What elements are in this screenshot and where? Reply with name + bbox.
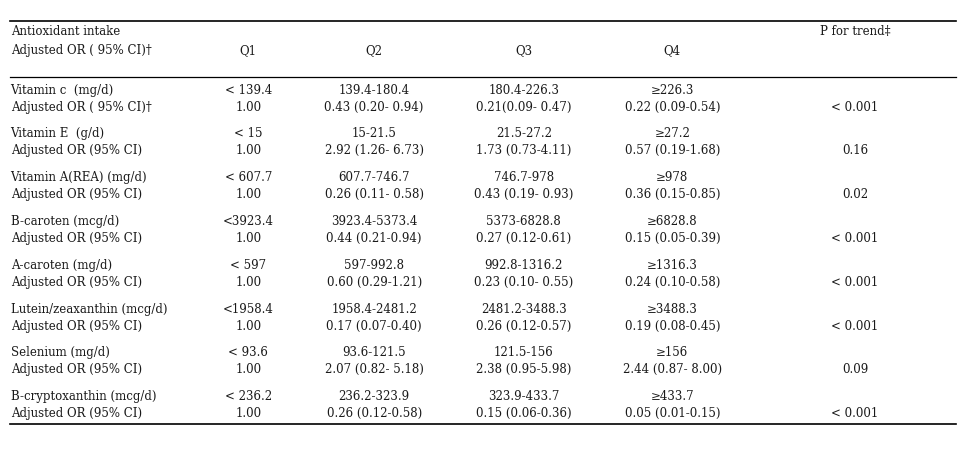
Text: <3923.4: <3923.4 (223, 215, 273, 228)
Text: 0.57 (0.19-1.68): 0.57 (0.19-1.68) (625, 144, 720, 157)
Text: < 0.001: < 0.001 (832, 319, 879, 332)
Text: 3923.4-5373.4: 3923.4-5373.4 (331, 215, 417, 228)
Text: 0.09: 0.09 (842, 363, 868, 375)
Text: ≥1316.3: ≥1316.3 (647, 258, 697, 271)
Text: Vitamin A(REA) (mg/d): Vitamin A(REA) (mg/d) (11, 171, 147, 184)
Text: 2.92 (1.26- 6.73): 2.92 (1.26- 6.73) (325, 144, 424, 157)
Text: < 93.6: < 93.6 (228, 346, 269, 359)
Text: Antioxidant intake: Antioxidant intake (11, 25, 120, 38)
Text: < 236.2: < 236.2 (225, 389, 271, 402)
Text: 21.5-27.2: 21.5-27.2 (496, 127, 552, 140)
Text: 1.00: 1.00 (235, 101, 261, 113)
Text: 0.16: 0.16 (842, 144, 868, 157)
Text: 1.00: 1.00 (235, 144, 261, 157)
Text: 0.60 (0.29-1.21): 0.60 (0.29-1.21) (327, 275, 422, 288)
Text: 0.26 (0.11- 0.58): 0.26 (0.11- 0.58) (325, 188, 424, 201)
Text: 746.7-978: 746.7-978 (494, 171, 554, 184)
Text: 2.38 (0.95-5.98): 2.38 (0.95-5.98) (476, 363, 572, 375)
Text: 0.21(0.09- 0.47): 0.21(0.09- 0.47) (476, 101, 572, 113)
Text: 1.00: 1.00 (235, 188, 261, 201)
Text: 607.7-746.7: 607.7-746.7 (338, 171, 410, 184)
Text: Adjusted OR (95% CI): Adjusted OR (95% CI) (11, 144, 142, 157)
Text: 1.00: 1.00 (235, 363, 261, 375)
Text: 1.00: 1.00 (235, 275, 261, 288)
Text: 180.4-226.3: 180.4-226.3 (488, 83, 559, 96)
Text: Q3: Q3 (515, 44, 532, 57)
Text: 2481.2-3488.3: 2481.2-3488.3 (481, 302, 567, 315)
Text: < 597: < 597 (230, 258, 267, 271)
Text: Q4: Q4 (664, 44, 681, 57)
Text: Adjusted OR (95% CI): Adjusted OR (95% CI) (11, 275, 142, 288)
Text: 0.26 (0.12-0.57): 0.26 (0.12-0.57) (476, 319, 572, 332)
Text: 1.00: 1.00 (235, 406, 261, 419)
Text: 992.8-1316.2: 992.8-1316.2 (485, 258, 563, 271)
Text: 0.26 (0.12-0.58): 0.26 (0.12-0.58) (327, 406, 422, 419)
Text: <1958.4: <1958.4 (223, 302, 273, 315)
Text: < 0.001: < 0.001 (832, 232, 879, 244)
Text: < 0.001: < 0.001 (832, 275, 879, 288)
Text: Adjusted OR ( 95% CI)†: Adjusted OR ( 95% CI)† (11, 44, 152, 57)
Text: < 607.7: < 607.7 (224, 171, 271, 184)
Text: 121.5-156: 121.5-156 (494, 346, 554, 359)
Text: 93.6-121.5: 93.6-121.5 (342, 346, 406, 359)
Text: 0.05 (0.01-0.15): 0.05 (0.01-0.15) (625, 406, 720, 419)
Text: Adjusted OR (95% CI): Adjusted OR (95% CI) (11, 232, 142, 244)
Text: Adjusted OR (95% CI): Adjusted OR (95% CI) (11, 319, 142, 332)
Text: 0.02: 0.02 (842, 188, 868, 201)
Text: Vitamin c  (mg/d): Vitamin c (mg/d) (11, 83, 114, 96)
Text: ≥226.3: ≥226.3 (651, 83, 694, 96)
Text: 0.15 (0.06-0.36): 0.15 (0.06-0.36) (476, 406, 572, 419)
Text: 1958.4-2481.2: 1958.4-2481.2 (331, 302, 417, 315)
Text: < 0.001: < 0.001 (832, 101, 879, 113)
Text: Selenium (mg/d): Selenium (mg/d) (11, 346, 109, 359)
Text: Adjusted OR (95% CI): Adjusted OR (95% CI) (11, 406, 142, 419)
Text: ≥433.7: ≥433.7 (650, 389, 695, 402)
Text: ≥978: ≥978 (656, 171, 689, 184)
Text: 5373-6828.8: 5373-6828.8 (486, 215, 561, 228)
Text: ≥6828.8: ≥6828.8 (647, 215, 697, 228)
Text: Vitamin E  (g/d): Vitamin E (g/d) (11, 127, 104, 140)
Text: ≥3488.3: ≥3488.3 (647, 302, 697, 315)
Text: A-caroten (mg/d): A-caroten (mg/d) (11, 258, 112, 271)
Text: 2.07 (0.82- 5.18): 2.07 (0.82- 5.18) (325, 363, 423, 375)
Text: B-cryptoxanthin (mcg/d): B-cryptoxanthin (mcg/d) (11, 389, 156, 402)
Text: 0.19 (0.08-0.45): 0.19 (0.08-0.45) (625, 319, 720, 332)
Text: P for trend‡: P for trend‡ (820, 25, 891, 38)
Text: Q2: Q2 (366, 44, 383, 57)
Text: 0.24 (0.10-0.58): 0.24 (0.10-0.58) (625, 275, 720, 288)
Text: 0.27 (0.12-0.61): 0.27 (0.12-0.61) (476, 232, 571, 244)
Text: 0.22 (0.09-0.54): 0.22 (0.09-0.54) (625, 101, 720, 113)
Text: < 15: < 15 (234, 127, 263, 140)
Text: 1.00: 1.00 (235, 319, 261, 332)
Text: 0.43 (0.20- 0.94): 0.43 (0.20- 0.94) (325, 101, 424, 113)
Text: Adjusted OR (95% CI): Adjusted OR (95% CI) (11, 363, 142, 375)
Text: 0.43 (0.19- 0.93): 0.43 (0.19- 0.93) (474, 188, 574, 201)
Text: 0.36 (0.15-0.85): 0.36 (0.15-0.85) (625, 188, 720, 201)
Text: 236.2-323.9: 236.2-323.9 (338, 389, 410, 402)
Text: 2.44 (0.87- 8.00): 2.44 (0.87- 8.00) (623, 363, 722, 375)
Text: Lutein/zeaxanthin (mcg/d): Lutein/zeaxanthin (mcg/d) (11, 302, 167, 315)
Text: 0.23 (0.10- 0.55): 0.23 (0.10- 0.55) (474, 275, 574, 288)
Text: 139.4-180.4: 139.4-180.4 (338, 83, 410, 96)
Text: < 139.4: < 139.4 (225, 83, 271, 96)
Text: 1.00: 1.00 (235, 232, 261, 244)
Text: Q1: Q1 (240, 44, 257, 57)
Text: ≥27.2: ≥27.2 (654, 127, 691, 140)
Text: < 0.001: < 0.001 (832, 406, 879, 419)
Text: 0.17 (0.07-0.40): 0.17 (0.07-0.40) (327, 319, 422, 332)
Text: 323.9-433.7: 323.9-433.7 (488, 389, 559, 402)
Text: 597-992.8: 597-992.8 (344, 258, 404, 271)
Text: Adjusted OR (95% CI): Adjusted OR (95% CI) (11, 188, 142, 201)
Text: 15-21.5: 15-21.5 (352, 127, 397, 140)
Text: B-caroten (mcg/d): B-caroten (mcg/d) (11, 215, 119, 228)
Text: 1.73 (0.73-4.11): 1.73 (0.73-4.11) (476, 144, 572, 157)
Text: Adjusted OR ( 95% CI)†: Adjusted OR ( 95% CI)† (11, 101, 152, 113)
Text: 0.44 (0.21-0.94): 0.44 (0.21-0.94) (327, 232, 422, 244)
Text: 0.15 (0.05-0.39): 0.15 (0.05-0.39) (625, 232, 720, 244)
Text: ≥156: ≥156 (656, 346, 689, 359)
